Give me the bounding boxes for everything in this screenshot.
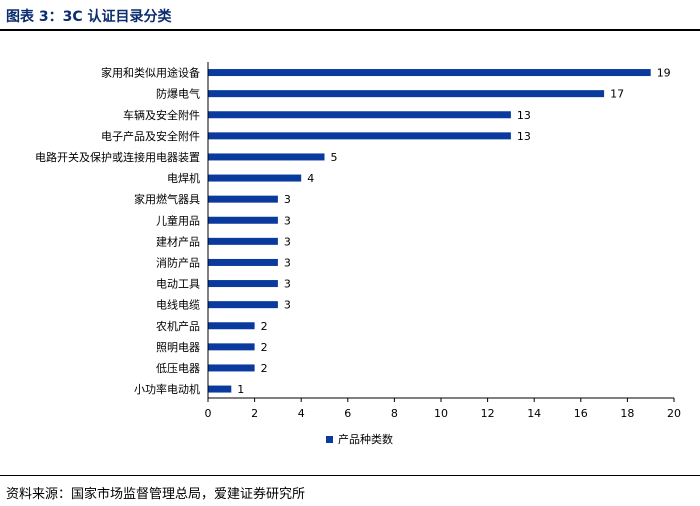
x-tick-label: 14	[527, 407, 541, 420]
category-label: 家用燃气器具	[134, 192, 200, 206]
data-label: 3	[284, 235, 291, 248]
category-label: 家用和类似用途设备	[101, 66, 200, 80]
bar	[208, 216, 278, 224]
data-label: 4	[307, 172, 314, 185]
data-label: 3	[284, 256, 291, 269]
category-label: 电子产品及安全附件	[101, 129, 200, 143]
category-label: 小功率电动机	[134, 382, 200, 396]
data-label: 3	[284, 278, 291, 291]
x-tick-label: 6	[344, 407, 351, 420]
bar	[208, 111, 511, 119]
category-label: 建材产品	[156, 234, 200, 248]
category-label: 照明电器	[156, 341, 200, 354]
bar	[208, 90, 605, 98]
bar	[208, 69, 651, 77]
figure-title: 图表 3：3C 认证目录分类	[6, 9, 172, 25]
data-label: 13	[517, 109, 531, 122]
category-label: 消防产品	[156, 255, 200, 269]
bar	[208, 364, 255, 372]
x-tick-label: 20	[667, 407, 681, 420]
bar	[208, 174, 302, 182]
x-tick-label: 10	[434, 407, 448, 420]
category-label: 电路开关及保护或连接用电器装置	[35, 150, 200, 164]
data-label: 2	[261, 341, 268, 354]
bar	[208, 343, 255, 351]
data-label: 3	[284, 214, 291, 227]
category-label: 低压电器	[156, 362, 200, 375]
x-tick-label: 0	[205, 407, 212, 420]
legend-swatch	[326, 436, 333, 443]
title-rule	[0, 29, 700, 31]
data-label: 3	[284, 193, 291, 206]
x-tick-label: 12	[481, 407, 495, 420]
category-label: 防爆电气	[156, 87, 200, 101]
bar	[208, 280, 278, 288]
bar	[208, 385, 232, 393]
x-tick-label: 18	[620, 407, 634, 420]
x-tick-label: 4	[298, 407, 305, 420]
bar	[208, 195, 278, 203]
x-tick-label: 2	[251, 407, 258, 420]
data-label: 13	[517, 130, 531, 143]
bar	[208, 322, 255, 330]
bar	[208, 132, 511, 140]
category-label: 车辆及安全附件	[123, 108, 200, 122]
bar-chart: 家用和类似用途设备防爆电气车辆及安全附件电子产品及安全附件电路开关及保护或连接用…	[35, 62, 681, 446]
data-label: 5	[331, 151, 338, 164]
source-note: 资料来源：国家市场监督管理总局，爱建证券研究所	[6, 487, 306, 502]
data-label: 1	[237, 383, 244, 396]
data-label: 2	[261, 362, 268, 375]
category-label: 电焊机	[167, 171, 200, 185]
bar	[208, 301, 278, 309]
data-label: 17	[610, 88, 624, 101]
bar	[208, 237, 278, 245]
category-label: 电线电缆	[156, 298, 200, 312]
source-rule	[0, 475, 700, 476]
data-label: 3	[284, 299, 291, 312]
category-label: 农机产品	[156, 319, 200, 333]
category-label: 儿童用品	[156, 213, 200, 227]
category-label: 电动工具	[156, 278, 200, 291]
data-label: 19	[657, 67, 671, 80]
bar	[208, 258, 278, 266]
x-tick-label: 16	[574, 407, 588, 420]
x-tick-label: 8	[391, 407, 398, 420]
bar	[208, 153, 325, 161]
data-label: 2	[261, 320, 268, 333]
legend-label: 产品种类数	[338, 432, 393, 446]
